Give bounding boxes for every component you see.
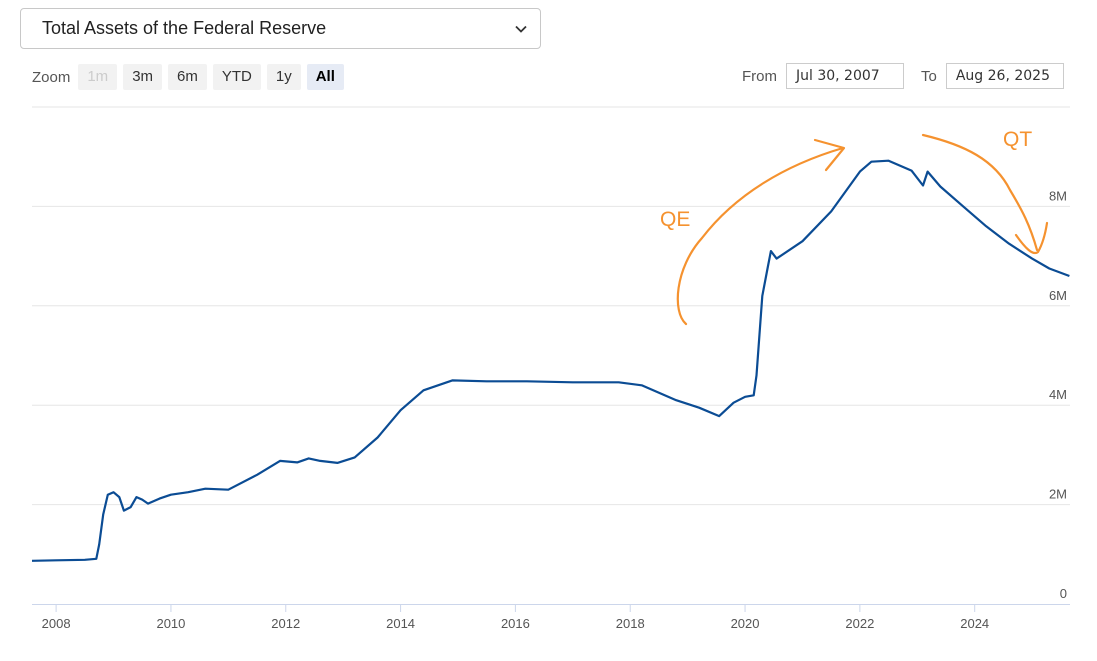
annotations: QE QT (660, 128, 1049, 326)
qt-arrow-head (1014, 221, 1049, 255)
zoom-1m-button[interactable]: 1m (78, 64, 118, 90)
qe-arrow-head (813, 138, 846, 172)
to-date-input[interactable]: Aug 26, 2025 (945, 63, 1064, 89)
zoom-3m-button[interactable]: 3m (123, 64, 163, 90)
range-from: From Jul 30, 2007 (742, 63, 904, 89)
x-tick-label: 2024 (960, 616, 989, 631)
zoom-label: Zoom (32, 68, 71, 86)
x-tick-label: 2012 (271, 616, 300, 631)
x-tick-label: 2008 (42, 616, 71, 631)
y-tick-label: 8M (1049, 188, 1067, 203)
zoom-bar: Zoom 1m 3m 6m YTD 1y All (32, 64, 350, 90)
x-tick-label: 2010 (156, 616, 185, 631)
x-tick-label: 2018 (616, 616, 645, 631)
series-line-total-assets (31, 159, 1070, 562)
range-to: To Aug 26, 2025 (921, 63, 1064, 89)
x-tick-label: 2020 (731, 616, 760, 631)
qt-arrow-curve (921, 133, 1039, 252)
y-tick-label: 2M (1049, 487, 1067, 502)
zoom-6m-button[interactable]: 6m (168, 64, 207, 90)
x-tick-label: 2016 (501, 616, 530, 631)
series-select[interactable]: Total Assets of the Federal Reserve (20, 8, 541, 49)
x-tick-label: 2014 (386, 616, 415, 631)
to-label: To (921, 67, 937, 85)
qe-annotation: QE (660, 208, 690, 231)
from-label: From (742, 67, 777, 85)
grid-lines (32, 106, 1070, 506)
chevron-down-icon (515, 25, 527, 33)
zoom-all-button[interactable]: All (306, 64, 344, 90)
series-select-value: Total Assets of the Federal Reserve (42, 18, 327, 38)
y-axis-labels: 0 2M 4M 6M 8M (1049, 188, 1067, 601)
x-tick-label: 2022 (845, 616, 874, 631)
zoom-1y-button[interactable]: 1y (266, 64, 301, 90)
y-tick-label: 0 (1060, 586, 1067, 601)
qt-annotation: QT (1003, 128, 1032, 151)
x-axis: 2008 2010 2012 2014 2016 2018 2020 2022 2024 (32, 604, 1070, 631)
qe-arrow-curve (676, 146, 845, 326)
from-date-input[interactable]: Jul 30, 2007 (786, 63, 904, 89)
zoom-ytd-button[interactable]: YTD (212, 64, 261, 90)
series-layer (31, 159, 1070, 562)
y-tick-label: 4M (1049, 387, 1067, 402)
y-tick-label: 6M (1049, 288, 1067, 303)
